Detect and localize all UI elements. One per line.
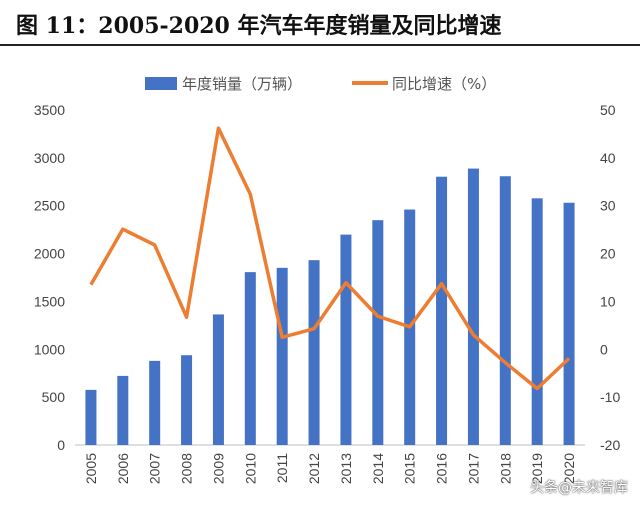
x-tick-label: 2005 <box>83 453 99 484</box>
x-tick-label: 2017 <box>465 453 481 484</box>
left-tick-label: 2000 <box>34 246 65 262</box>
x-tick-label: 2018 <box>497 453 513 484</box>
x-tick-label: 2013 <box>338 453 354 484</box>
bar-2006 <box>117 375 129 445</box>
x-tick-label: 2016 <box>434 453 450 484</box>
bar-2010 <box>244 272 256 445</box>
bar-2005 <box>85 389 97 445</box>
bar-2016 <box>436 176 448 445</box>
x-tick-label: 2019 <box>529 453 545 484</box>
left-tick-label: 1500 <box>34 293 65 309</box>
figure-title: 图 11：2005-2020 年汽车年度销量及同比增速 <box>16 13 502 39</box>
legend-bar-swatch <box>145 77 177 90</box>
left-tick-label: 3500 <box>34 102 65 118</box>
right-tick-label: -10 <box>600 389 620 405</box>
x-tick-label: 2014 <box>370 453 386 484</box>
right-tick-label: 20 <box>600 246 616 262</box>
bar-2009 <box>212 314 224 445</box>
right-tick-label: 40 <box>600 150 616 166</box>
right-tick-label: 30 <box>600 198 616 214</box>
left-tick-label: 3000 <box>34 150 65 166</box>
x-tick-label: 2015 <box>402 453 418 484</box>
bar-2011 <box>276 267 288 445</box>
x-tick-label: 2011 <box>274 453 290 483</box>
left-tick-label: 2500 <box>34 198 65 214</box>
bar-2014 <box>372 220 384 445</box>
bar-2007 <box>149 360 161 445</box>
left-tick-label: 0 <box>57 437 65 453</box>
x-tick-label: 2012 <box>306 453 322 484</box>
right-tick-label: 0 <box>600 341 608 357</box>
watermark: 头条@未来智库 <box>530 480 628 496</box>
bar-2018 <box>499 176 511 445</box>
x-tick-label: 2007 <box>147 453 163 484</box>
right-tick-label: 10 <box>600 293 616 309</box>
bar-2017 <box>467 168 479 445</box>
growth-line <box>89 126 571 391</box>
x-tick-label: 2008 <box>179 453 195 484</box>
legend-line-label: 同比增速（%） <box>392 75 496 93</box>
left-tick-label: 500 <box>42 389 66 405</box>
x-tick-label: 2006 <box>115 453 131 484</box>
bar-2013 <box>340 234 352 445</box>
x-tick-label: 2009 <box>210 453 226 484</box>
x-tick-label: 2010 <box>242 453 258 484</box>
bar-2020 <box>563 202 575 445</box>
bar-2008 <box>181 355 193 445</box>
x-tick-label: 2020 <box>561 453 577 484</box>
right-tick-label: 50 <box>600 102 616 118</box>
legend-bar-label: 年度销量（万辆） <box>182 75 302 93</box>
title-rule <box>0 44 640 46</box>
left-tick-label: 1000 <box>34 341 65 357</box>
bar-2012 <box>308 260 320 445</box>
bar-2019 <box>531 198 543 445</box>
right-tick-label: -20 <box>600 437 620 453</box>
